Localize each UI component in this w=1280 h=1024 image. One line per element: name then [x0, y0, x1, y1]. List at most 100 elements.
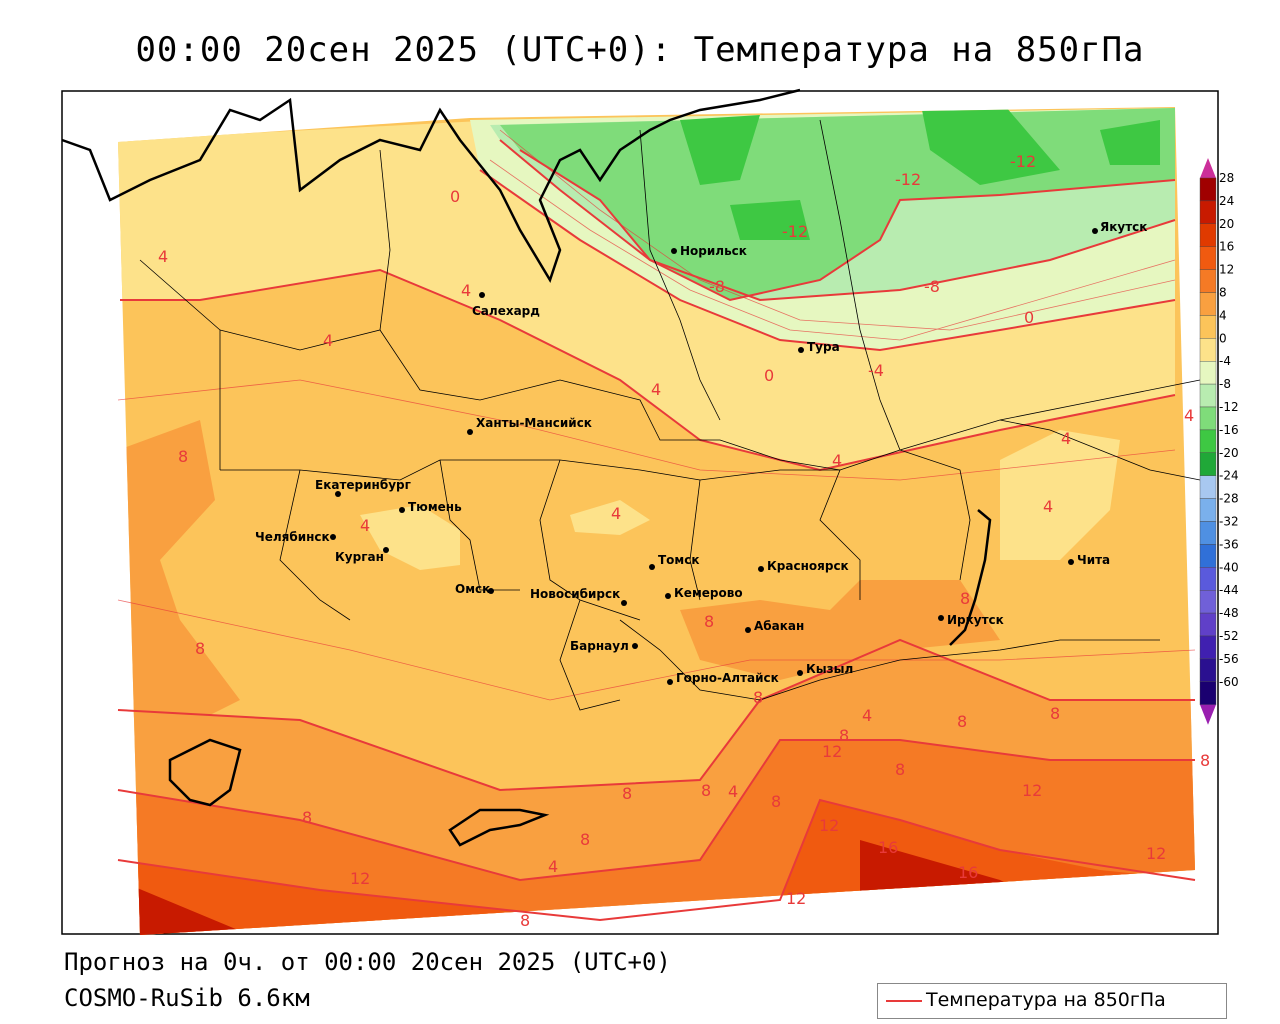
colorbar-swatch: [1199, 292, 1217, 316]
colorbar-swatch: [1199, 338, 1217, 362]
colorbar-swatch: [1199, 590, 1217, 614]
isotherm-label: 12: [350, 869, 370, 888]
zone-0-4-blob2: [570, 500, 650, 535]
isotherm-label: 4: [611, 504, 621, 523]
colorbar-tick-label: 28: [1219, 171, 1234, 185]
city-kyzyl: Кызыл: [797, 662, 853, 676]
colorbar-tick-label: -8: [1219, 377, 1231, 391]
svg-text:Чита: Чита: [1077, 553, 1110, 567]
isotherm-label: -12: [1010, 152, 1036, 171]
isotherm-8: [117, 638, 1195, 792]
city-gorno-altaysk: Горно-Алтайск: [667, 671, 779, 685]
legend-line-swatch: [886, 1000, 922, 1002]
isotherm-label: 8: [580, 830, 590, 849]
isotherm-label: 4: [1061, 429, 1071, 448]
svg-text:Якутск: Якутск: [1100, 220, 1147, 234]
city-kurgan: Курган: [335, 547, 389, 564]
isotherm-12: [117, 739, 1195, 882]
zone-16-20: [118, 880, 250, 935]
svg-text:Салехард: Салехард: [472, 304, 540, 318]
colorbar-tick-label: -16: [1219, 423, 1239, 437]
map-title: 00:00 20сен 2025 (UTC+0): Температура на…: [135, 30, 1145, 70]
isotherm-label: 4: [651, 380, 661, 399]
svg-text:Кемерово: Кемерово: [674, 586, 743, 600]
colorbar-swatch: [1199, 383, 1217, 408]
cities: Норильск Якутск Салехард Тура Ханты-Манс…: [255, 220, 1147, 685]
colorbar-swatch: [1199, 315, 1217, 339]
colorbar-swatch: [1199, 223, 1217, 247]
isotherm-label: 8: [895, 760, 905, 779]
isotherm-label: 4: [360, 516, 370, 535]
colorbar: 28 24 20 16 12 8 4 0 -4 -8 -12 -16 -20 -24 -28 -32 -36 -4…: [1199, 158, 1239, 725]
city-salekhard: Салехард: [472, 292, 540, 318]
colorbar-swatch: [1199, 658, 1217, 683]
city-kemerovo: Кемерово: [665, 586, 743, 600]
isotherm-label: 8: [957, 712, 967, 731]
zone-4-8-center: [680, 580, 1000, 680]
isotherm-label: 8: [302, 808, 312, 827]
isotherm-label: 16: [878, 838, 898, 857]
colorbar-swatch: [1199, 269, 1217, 293]
city-omsk: Омск: [455, 582, 494, 596]
isotherm-label: 8: [1200, 751, 1210, 770]
isotherm-label: 8: [753, 688, 763, 707]
city-chelyabinsk: Челябинск: [255, 530, 336, 544]
isotherm-label: 8: [960, 589, 970, 608]
isotherm-0: [479, 169, 1176, 352]
colorbar-tick-label: -20: [1219, 446, 1239, 460]
zone-minus16-b: [920, 107, 1060, 185]
svg-text:Красноярск: Красноярск: [767, 559, 849, 573]
svg-text:Кызыл: Кызыл: [806, 662, 853, 676]
svg-text:Тура: Тура: [807, 340, 840, 354]
svg-text:Екатеринбург: Екатеринбург: [315, 478, 411, 492]
colorbar-swatch: [1199, 681, 1217, 705]
isotherm-label: -12: [895, 170, 921, 189]
city-abakan: Абакан: [745, 619, 804, 633]
colorbar-tick-label: -12: [1219, 400, 1239, 414]
colorbar-tick-label: -24: [1219, 469, 1239, 483]
model-info: COSMO-RuSib 6.6км: [64, 984, 310, 1012]
city-tyumen: Тюмень: [399, 500, 462, 514]
isotherm-label: 4: [1043, 497, 1053, 516]
svg-text:Омск: Омск: [455, 582, 490, 596]
colorbar-tick-label: -32: [1219, 515, 1239, 529]
colorbar-tick-label: -56: [1219, 652, 1239, 666]
svg-text:Тюмень: Тюмень: [408, 500, 462, 514]
isotherm-label: 4: [548, 857, 558, 876]
city-khanty-mansiysk: Ханты-Мансийск: [467, 416, 592, 435]
svg-text:Иркутск: Иркутск: [947, 613, 1004, 627]
colorbar-swatch: [1199, 177, 1217, 202]
coastline: [61, 88, 992, 847]
city-yakutsk: Якутск: [1092, 220, 1147, 234]
colorbar-swatch: [1199, 567, 1217, 591]
city-krasnoyarsk: Красноярск: [758, 559, 849, 573]
isotherm-label: 4: [461, 281, 471, 300]
isotherm-label: 12: [822, 742, 842, 761]
isotherm-4: [120, 268, 1176, 472]
isotherm-label: 0: [1024, 308, 1034, 327]
isotherm-label: 4: [1184, 406, 1194, 425]
isotherm-label: 8: [771, 792, 781, 811]
zone-0-4-blob: [360, 505, 460, 570]
isotherm-label: -8: [709, 277, 725, 296]
colorbar-tick-label: -60: [1219, 675, 1239, 689]
isotherm-label: 0: [450, 187, 460, 206]
colorbar-tick-label: -36: [1219, 537, 1239, 551]
colorbar-tick-label: 16: [1219, 240, 1234, 254]
zone-4-8-west: [118, 420, 240, 720]
city-irkutsk: Иркутск: [938, 613, 1004, 627]
colorbar-tick-label: -28: [1219, 492, 1239, 506]
colorbar-tick-label: -52: [1219, 629, 1239, 643]
colorbar-tick-label: 12: [1219, 263, 1234, 277]
colorbar-swatch: [1199, 406, 1217, 431]
colorbar-tick-label: 24: [1219, 194, 1234, 208]
isotherm-label: 8: [704, 612, 714, 631]
city-tura: Тура: [798, 340, 840, 354]
colorbar-tick-label: -48: [1219, 606, 1239, 620]
colorbar-tick-label: -44: [1219, 583, 1239, 597]
isotherm-label: -12: [782, 222, 808, 241]
isotherm-label: 8: [195, 639, 205, 658]
zone-minus16-minus12: [680, 115, 760, 185]
isotherm-label: 8: [839, 726, 849, 745]
